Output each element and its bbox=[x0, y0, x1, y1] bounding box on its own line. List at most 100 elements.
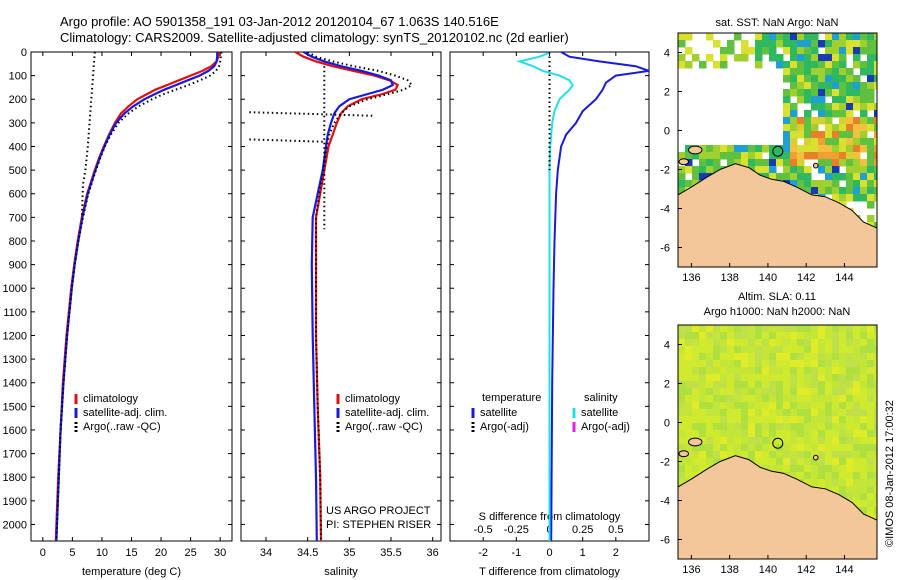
map-cell bbox=[839, 444, 847, 452]
map-cell bbox=[748, 437, 756, 445]
map-cell bbox=[804, 465, 812, 473]
map-cell bbox=[720, 374, 728, 382]
map-cell bbox=[846, 451, 854, 459]
map-cell bbox=[860, 180, 868, 188]
map-cell bbox=[853, 194, 861, 202]
map-cell bbox=[839, 437, 847, 445]
map-cell bbox=[755, 409, 763, 417]
map-cell bbox=[874, 514, 877, 522]
map-cell bbox=[685, 346, 693, 354]
map-cell bbox=[853, 325, 861, 333]
depth-tick-label: 1300 bbox=[3, 354, 27, 366]
map-cell bbox=[727, 367, 735, 375]
map-cell bbox=[811, 395, 819, 403]
map-cell bbox=[846, 472, 854, 480]
sla-map-title-1: Altim. SLA: 0.11 bbox=[738, 291, 816, 303]
map-cell bbox=[839, 159, 847, 167]
map-cell bbox=[804, 110, 812, 118]
map-cell bbox=[797, 180, 805, 188]
map-y-tick-label: -4 bbox=[660, 204, 670, 216]
map-cell bbox=[790, 138, 798, 146]
map-cell bbox=[853, 47, 861, 55]
map-cell bbox=[818, 325, 826, 333]
map-cell bbox=[699, 395, 707, 403]
map-cell bbox=[692, 402, 700, 410]
map-cell bbox=[874, 110, 877, 118]
map-cell bbox=[790, 124, 798, 132]
map-cell bbox=[804, 444, 812, 452]
map-cell bbox=[755, 360, 763, 368]
map-cell bbox=[825, 166, 833, 174]
map-cell bbox=[790, 339, 798, 347]
map-cell bbox=[839, 472, 847, 480]
map-cell bbox=[734, 416, 742, 424]
map-cell bbox=[699, 173, 707, 181]
legend-label: climatology bbox=[83, 393, 139, 405]
map-cell bbox=[832, 416, 840, 424]
map-cell bbox=[839, 423, 847, 431]
map-cell bbox=[734, 332, 742, 340]
map-cell bbox=[755, 381, 763, 389]
map-cell bbox=[755, 458, 763, 466]
map-cell bbox=[762, 33, 770, 41]
map-cell bbox=[860, 423, 868, 431]
map-cell bbox=[748, 423, 756, 431]
map-cell bbox=[783, 346, 791, 354]
map-cell bbox=[846, 138, 854, 146]
map-cell bbox=[783, 367, 791, 375]
map-cell bbox=[678, 332, 686, 340]
map-cell bbox=[860, 493, 868, 501]
map-cell bbox=[811, 138, 819, 146]
map-cell bbox=[867, 444, 875, 452]
depth-tick-label: 600 bbox=[9, 189, 27, 201]
map-cell bbox=[811, 388, 819, 396]
map-cell bbox=[720, 423, 728, 431]
island bbox=[812, 162, 819, 169]
map-cell bbox=[867, 500, 875, 508]
s-diff-tick-label: -0.5 bbox=[474, 524, 493, 536]
map-cell bbox=[713, 395, 721, 403]
map-cell bbox=[832, 360, 840, 368]
map-cell bbox=[713, 152, 721, 160]
map-cell bbox=[804, 367, 812, 375]
map-cell bbox=[685, 332, 693, 340]
map-cell bbox=[825, 89, 833, 97]
map-cell bbox=[713, 409, 721, 417]
map-cell bbox=[846, 187, 854, 195]
map-cell bbox=[804, 138, 812, 146]
map-cell bbox=[839, 325, 847, 333]
map-cell bbox=[867, 339, 875, 347]
map-cell bbox=[699, 325, 707, 333]
map-x-tick-label: 144 bbox=[835, 272, 853, 284]
map-cell bbox=[811, 145, 819, 153]
map-cell bbox=[874, 47, 877, 55]
map-y-tick-label: 0 bbox=[664, 126, 670, 138]
map-cell bbox=[804, 180, 812, 188]
map-cell bbox=[832, 110, 840, 118]
map-cell bbox=[769, 444, 777, 452]
map-cell bbox=[853, 117, 861, 125]
map-cell bbox=[748, 367, 756, 375]
map-cell bbox=[706, 409, 714, 417]
map-cell bbox=[790, 61, 798, 69]
map-cell bbox=[839, 479, 847, 487]
map-cell bbox=[741, 40, 749, 48]
map-cell bbox=[685, 402, 693, 410]
map-cell bbox=[839, 346, 847, 354]
map-cell bbox=[797, 131, 805, 139]
map-cell bbox=[818, 61, 826, 69]
map-cell bbox=[853, 103, 861, 111]
depth-tick-label: 1200 bbox=[3, 330, 27, 342]
map-cell bbox=[713, 353, 721, 361]
map-cell bbox=[783, 402, 791, 410]
map-cell bbox=[818, 430, 826, 438]
map-cell bbox=[818, 89, 826, 97]
map-cell bbox=[832, 346, 840, 354]
map-cell bbox=[860, 479, 868, 487]
map-cell bbox=[804, 423, 812, 431]
map-cell bbox=[839, 61, 847, 69]
map-cell bbox=[741, 360, 749, 368]
depth-tick-label: 400 bbox=[9, 141, 27, 153]
depth-tick-label: 200 bbox=[9, 94, 27, 106]
map-cell bbox=[832, 47, 840, 55]
